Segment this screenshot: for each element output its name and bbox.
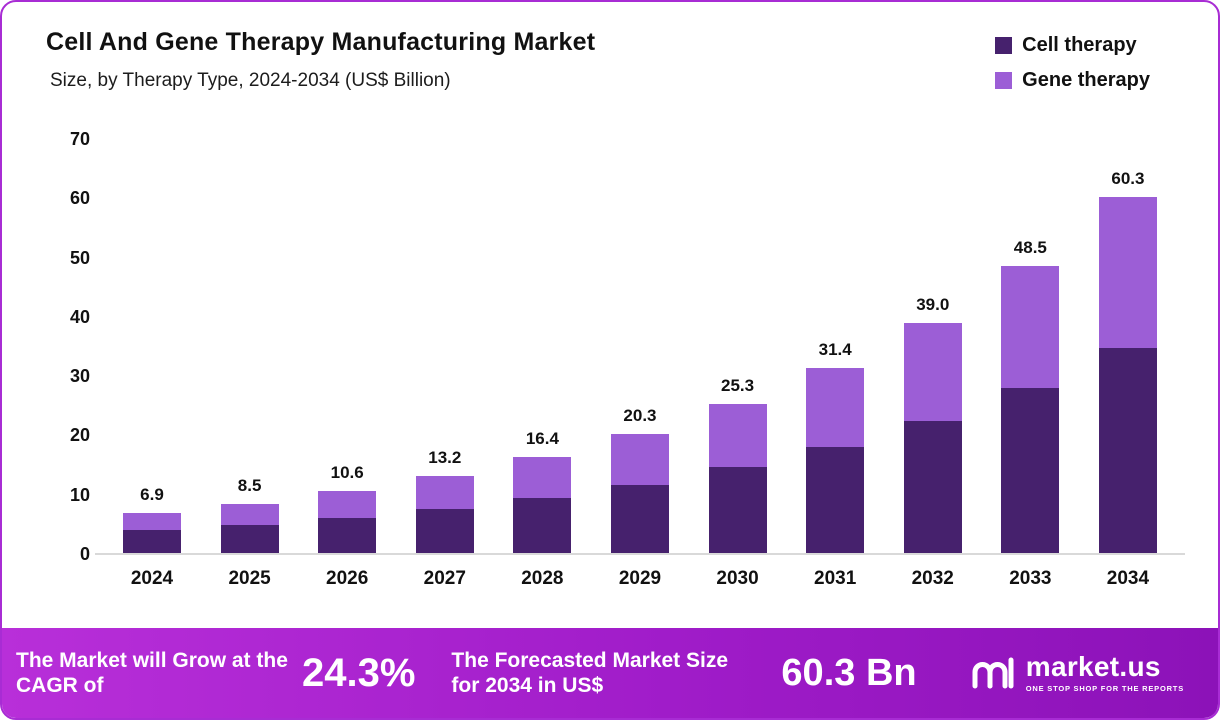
cell-therapy-segment	[513, 498, 572, 554]
x-axis-label: 2030	[716, 568, 759, 589]
bar-total-label: 6.9	[140, 485, 164, 505]
cell-therapy-segment	[415, 508, 474, 554]
forecast-label: The Forecasted Market Size for 2034 in U…	[451, 648, 729, 697]
cell-therapy-segment	[1001, 388, 1060, 554]
cell-therapy-segment	[1098, 347, 1157, 554]
y-axis-label: 70	[69, 129, 90, 149]
bar-total-label: 16.4	[525, 428, 559, 448]
x-axis-label: 2027	[423, 568, 466, 589]
cell-therapy-segment	[123, 530, 181, 554]
y-axis-label: 50	[69, 247, 90, 268]
gene-therapy-segment	[415, 475, 474, 509]
bar-total-label: 48.5	[1013, 238, 1047, 258]
gene-therapy-swatch-icon	[995, 72, 1013, 89]
x-axis-line	[95, 553, 1185, 555]
chart-area: Cell And Gene Therapy Manufacturing Mark…	[2, 2, 1218, 628]
bar-stack	[903, 322, 962, 554]
bar-stack	[1098, 196, 1157, 554]
cell-therapy-segment	[903, 420, 962, 554]
bar-column: 31.4 2031	[806, 339, 865, 589]
bar-stack	[1001, 266, 1060, 554]
bar-column: 25.3 2030	[708, 376, 767, 589]
bar-stack	[610, 433, 669, 554]
bar-column: 60.3 2034	[1098, 168, 1157, 589]
bar-stack	[220, 503, 279, 554]
gene-therapy-segment	[318, 491, 377, 518]
brand-text: market.us One Stop Shop For The Reports	[1026, 653, 1184, 693]
cell-therapy-segment	[708, 467, 767, 554]
bar-column: 10.6 2026	[318, 463, 377, 589]
gene-therapy-segment	[806, 367, 865, 447]
bar-stack	[123, 513, 181, 554]
y-axis-label: 40	[69, 306, 90, 327]
bar-total-label: 39.0	[916, 294, 950, 314]
x-axis-label: 2026	[326, 568, 369, 589]
bar-stack	[513, 456, 572, 554]
bar-total-label: 13.2	[428, 447, 462, 467]
bar-total-label: 10.6	[330, 463, 364, 483]
page-title: Cell And Gene Therapy Manufacturing Mark…	[46, 28, 596, 56]
cell-therapy-segment	[318, 517, 377, 554]
x-axis-label: 2032	[911, 568, 954, 589]
legend-item-gene-therapy: Gene therapy	[995, 69, 1150, 92]
bar-total-label: 8.5	[237, 475, 262, 495]
legend-label: Gene therapy	[1022, 69, 1150, 91]
page-subtitle: Size, by Therapy Type, 2024-2034 (US$ Bi…	[50, 70, 451, 91]
cagr-value: 24.3%	[302, 650, 416, 695]
gene-therapy-segment	[123, 513, 181, 531]
y-axis-label: 10	[69, 484, 90, 505]
market-us-logo-icon	[972, 657, 1014, 689]
footer-banner: The Market will Grow at the CAGR of 24.3…	[2, 628, 1218, 718]
gene-therapy-segment	[513, 456, 572, 499]
y-axis: 0 10 20 30 40 50 60 70	[45, 130, 90, 563]
bar-column: 39.0 2032	[903, 294, 962, 589]
gene-therapy-segment	[1098, 196, 1157, 348]
gene-therapy-segment	[220, 503, 279, 525]
legend: Cell therapy Gene therapy	[995, 34, 1150, 92]
bar-stack	[415, 475, 474, 554]
bar-column: 8.5 2025	[220, 475, 279, 589]
cell-therapy-swatch-icon	[995, 37, 1013, 54]
x-axis-label: 2029	[618, 568, 662, 589]
x-axis-label: 2034	[1106, 568, 1150, 589]
gene-therapy-segment	[708, 404, 767, 468]
legend-label: Cell therapy	[1022, 34, 1137, 56]
y-axis-label: 0	[79, 544, 90, 564]
x-axis-label: 2028	[521, 568, 564, 589]
legend-item-cell-therapy: Cell therapy	[995, 34, 1150, 57]
bars-row: 6.9 2024 8.5 2025 10.6 2026 13.2 2027 16.4 2028 20…	[95, 139, 1185, 589]
bar-total-label: 25.3	[721, 376, 755, 396]
brand-logo: market.us One Stop Shop For The Reports	[970, 650, 1184, 696]
bar-column: 13.2 2027	[415, 447, 474, 589]
x-axis-label: 2033	[1009, 568, 1052, 589]
cagr-label: The Market will Grow at the CAGR of	[16, 648, 288, 697]
bar-stack	[318, 491, 377, 554]
cell-therapy-segment	[610, 484, 669, 554]
gene-therapy-segment	[610, 433, 669, 485]
plot-area: 6.9 2024 8.5 2025 10.6 2026 13.2 2027 16.4 2028 20…	[95, 139, 1185, 589]
brand-name: market.us	[1025, 651, 1161, 683]
cell-therapy-segment	[220, 524, 279, 554]
gene-therapy-segment	[1001, 266, 1060, 388]
forecast-value: 60.3 Bn	[781, 651, 917, 694]
cell-therapy-segment	[806, 446, 865, 554]
brand-tagline: One Stop Shop For The Reports	[1025, 684, 1184, 694]
bar-column: 20.3 2029	[610, 405, 669, 589]
bar-column: 16.4 2028	[513, 428, 572, 589]
gene-therapy-segment	[903, 322, 962, 421]
bar-column: 48.5 2033	[1001, 238, 1060, 589]
bar-total-label: 31.4	[818, 339, 852, 359]
y-axis-label: 30	[69, 366, 90, 387]
x-axis-label: 2031	[814, 568, 857, 589]
y-axis-label: 20	[69, 425, 90, 446]
bar-total-label: 60.3	[1111, 168, 1145, 188]
x-axis-label: 2025	[228, 568, 271, 589]
y-axis-label: 60	[69, 188, 90, 209]
x-axis-label: 2024	[130, 568, 174, 589]
bar-stack	[806, 367, 865, 554]
bar-column: 6.9 2024	[123, 485, 181, 589]
bar-total-label: 20.3	[623, 405, 657, 425]
bar-stack	[708, 404, 767, 554]
